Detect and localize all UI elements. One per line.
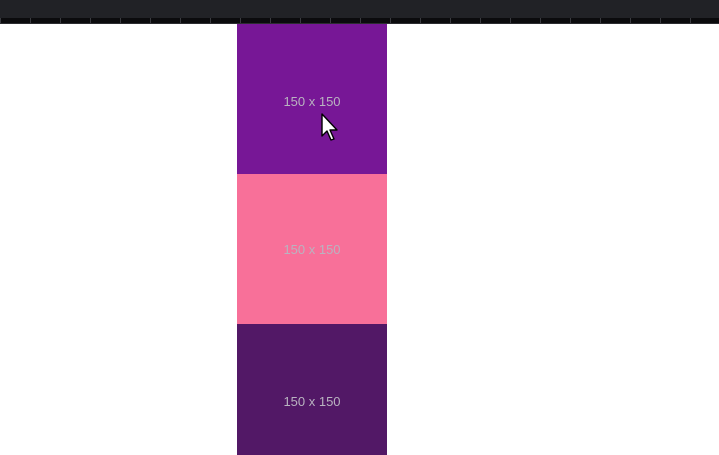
placeholder-label: 150 x 150 bbox=[283, 393, 341, 409]
placeholder-image-1[interactable]: 150 x 150 bbox=[237, 24, 387, 174]
placeholder-label: 150 x 150 bbox=[283, 93, 341, 109]
placeholder-image-3[interactable]: 150 x 150 bbox=[237, 324, 387, 455]
placeholder-label: 150 x 150 bbox=[283, 241, 341, 257]
top-toolbar bbox=[0, 0, 719, 24]
ruler-strip bbox=[0, 18, 719, 23]
mouse-pointer-icon bbox=[321, 113, 338, 141]
placeholder-image-2[interactable]: 150 x 150 bbox=[237, 174, 387, 324]
placeholder-image-stack: 150 x 150 150 x 150 150 x 150 bbox=[237, 24, 387, 455]
